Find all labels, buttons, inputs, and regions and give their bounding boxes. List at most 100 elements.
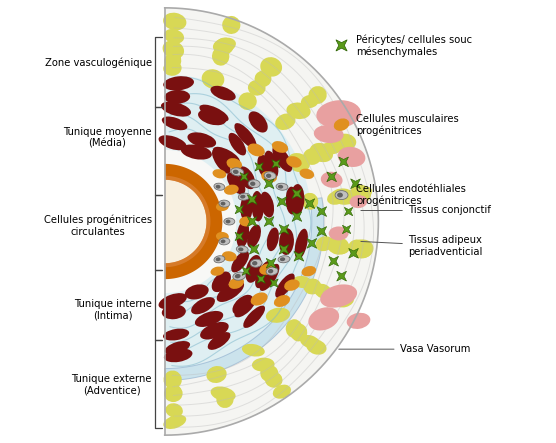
Polygon shape <box>292 189 302 198</box>
Ellipse shape <box>247 144 265 156</box>
Text: Tissus conjonctif: Tissus conjonctif <box>361 206 491 215</box>
Ellipse shape <box>226 158 242 170</box>
Ellipse shape <box>164 29 184 43</box>
Ellipse shape <box>280 257 285 261</box>
Ellipse shape <box>226 220 231 223</box>
Text: Tunique interne
(Intima): Tunique interne (Intima) <box>74 299 152 320</box>
Ellipse shape <box>257 155 274 181</box>
Ellipse shape <box>250 182 255 186</box>
Ellipse shape <box>331 188 356 205</box>
Ellipse shape <box>279 228 294 255</box>
Ellipse shape <box>240 195 252 221</box>
Ellipse shape <box>235 274 241 278</box>
Ellipse shape <box>335 294 354 307</box>
Ellipse shape <box>206 366 227 383</box>
Polygon shape <box>249 245 259 254</box>
Ellipse shape <box>303 148 321 165</box>
Ellipse shape <box>250 259 262 267</box>
Ellipse shape <box>212 169 226 179</box>
Ellipse shape <box>300 169 314 179</box>
Polygon shape <box>294 251 304 261</box>
Ellipse shape <box>329 226 349 241</box>
Polygon shape <box>235 206 244 214</box>
Ellipse shape <box>347 313 370 329</box>
Ellipse shape <box>266 307 290 323</box>
Polygon shape <box>257 275 265 284</box>
Ellipse shape <box>161 101 191 117</box>
Ellipse shape <box>291 324 307 342</box>
Ellipse shape <box>162 40 184 59</box>
Ellipse shape <box>212 47 229 66</box>
Ellipse shape <box>211 386 236 401</box>
Ellipse shape <box>235 297 256 317</box>
Ellipse shape <box>224 218 235 225</box>
Ellipse shape <box>219 238 230 245</box>
Ellipse shape <box>334 118 349 131</box>
Polygon shape <box>165 180 206 263</box>
Ellipse shape <box>208 332 230 350</box>
Ellipse shape <box>260 365 279 382</box>
Ellipse shape <box>162 305 186 319</box>
Ellipse shape <box>289 104 309 117</box>
Ellipse shape <box>200 322 229 339</box>
Ellipse shape <box>260 192 274 218</box>
Text: Cellules musculaires
progénitrices: Cellules musculaires progénitrices <box>356 113 459 136</box>
Text: Zone vasculogénique: Zone vasculogénique <box>44 58 152 68</box>
Polygon shape <box>279 225 289 234</box>
Ellipse shape <box>278 185 283 189</box>
Polygon shape <box>351 179 360 189</box>
Ellipse shape <box>233 170 239 174</box>
Ellipse shape <box>181 144 212 159</box>
Ellipse shape <box>286 319 302 338</box>
Ellipse shape <box>164 349 192 362</box>
Polygon shape <box>264 217 274 226</box>
Polygon shape <box>270 279 278 288</box>
Ellipse shape <box>255 70 271 87</box>
Ellipse shape <box>202 69 224 89</box>
Text: Tunique externe
(Adventice): Tunique externe (Adventice) <box>71 373 152 395</box>
Ellipse shape <box>266 267 278 275</box>
Polygon shape <box>305 199 315 209</box>
Ellipse shape <box>158 293 187 309</box>
Polygon shape <box>307 238 317 248</box>
Ellipse shape <box>306 339 326 355</box>
Ellipse shape <box>216 232 229 241</box>
Ellipse shape <box>198 109 226 125</box>
Ellipse shape <box>292 276 312 288</box>
Ellipse shape <box>163 415 186 429</box>
Ellipse shape <box>227 172 245 194</box>
Ellipse shape <box>185 284 208 299</box>
Ellipse shape <box>166 403 183 418</box>
Ellipse shape <box>314 284 332 299</box>
Ellipse shape <box>163 329 189 341</box>
Ellipse shape <box>252 261 257 265</box>
Ellipse shape <box>316 100 361 128</box>
Polygon shape <box>165 164 222 279</box>
Ellipse shape <box>320 141 345 155</box>
Polygon shape <box>317 226 327 237</box>
Ellipse shape <box>260 264 280 291</box>
Ellipse shape <box>236 246 248 253</box>
Polygon shape <box>242 267 250 276</box>
Polygon shape <box>165 74 312 369</box>
Ellipse shape <box>310 143 333 162</box>
Ellipse shape <box>251 191 264 222</box>
Ellipse shape <box>309 86 327 104</box>
Polygon shape <box>235 232 244 241</box>
Ellipse shape <box>236 221 249 248</box>
Ellipse shape <box>158 135 187 150</box>
Ellipse shape <box>239 93 257 110</box>
Ellipse shape <box>309 307 339 330</box>
Ellipse shape <box>224 185 239 195</box>
Polygon shape <box>272 159 280 168</box>
Ellipse shape <box>334 134 356 151</box>
Ellipse shape <box>351 240 374 258</box>
Ellipse shape <box>264 172 276 180</box>
Polygon shape <box>339 157 349 167</box>
Ellipse shape <box>214 183 225 190</box>
Ellipse shape <box>260 57 282 77</box>
Ellipse shape <box>301 266 316 276</box>
Polygon shape <box>165 8 379 435</box>
Ellipse shape <box>314 125 344 143</box>
Ellipse shape <box>217 281 244 302</box>
